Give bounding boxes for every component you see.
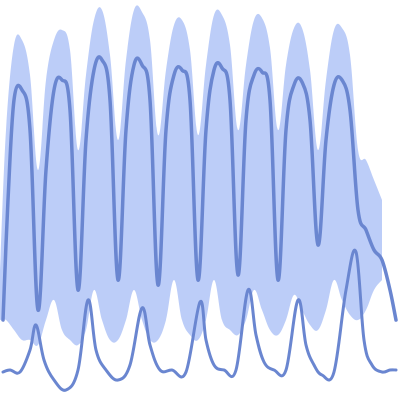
series-line-upper [1,55,398,322]
confidence-band [0,5,382,346]
series-line-layer [1,55,398,392]
confidence-band-layer [0,5,382,346]
series-line-lower [1,248,398,392]
